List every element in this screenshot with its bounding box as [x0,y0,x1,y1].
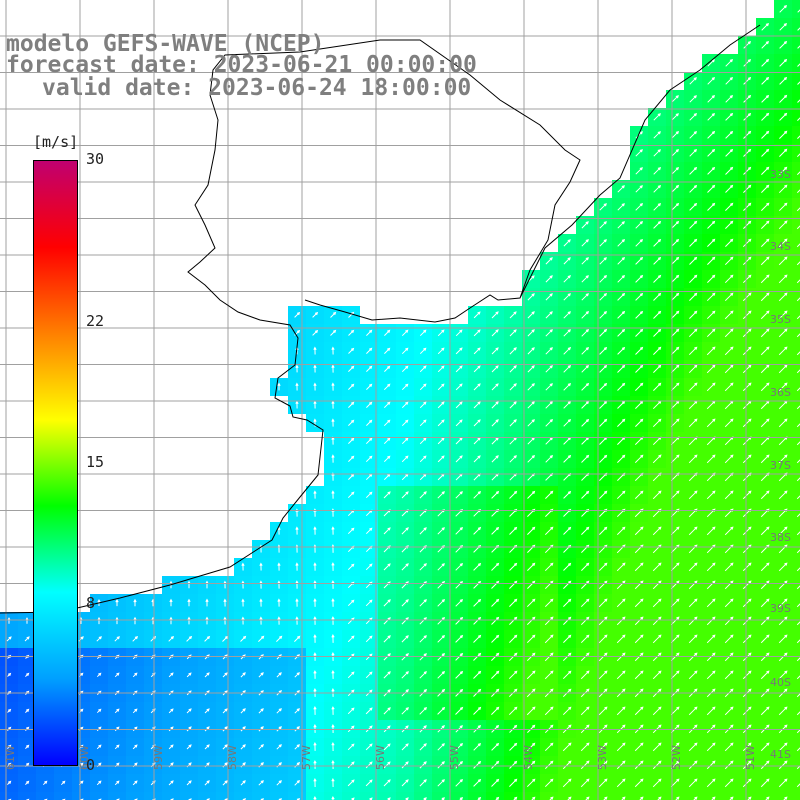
latitude-label: 41S [770,748,791,761]
longitude-label: 61W [4,745,17,770]
latitude-label: 37S [770,459,791,472]
latitude-label: 35S [770,313,791,326]
latitude-label: 34S [770,240,791,253]
latitude-label: 40S [770,676,791,689]
longitude-label: 52W [670,745,683,770]
colorbar-tick-label: 15 [86,453,104,471]
longitude-label: 59W [152,745,165,770]
longitude-label: 58W [226,745,239,770]
forecast-date: forecast date: 2023-06-21 00:00:00 [6,53,477,77]
latitude-label: 39S [770,602,791,615]
colorbar [33,160,78,766]
valid-date: valid date: 2023-06-24 18:00:00 [42,76,471,100]
latitude-label: 33S [770,168,791,181]
longitude-label: 54W [522,745,535,770]
longitude-label: 56W [374,745,387,770]
colorbar-tick-label: 30 [86,150,104,168]
longitude-label: 55W [448,745,461,770]
longitude-label: 53W [596,745,609,770]
colorbar-unit: [m/s] [33,133,78,151]
colorbar-tick-label: 0 [86,756,95,774]
colorbar-tick-label: 22 [86,312,104,330]
latitude-label: 36S [770,386,791,399]
longitude-label: 51W [744,745,757,770]
latitude-label: 38S [770,531,791,544]
colorbar-tick-label: 8 [86,594,95,612]
longitude-label: 57W [300,745,313,770]
